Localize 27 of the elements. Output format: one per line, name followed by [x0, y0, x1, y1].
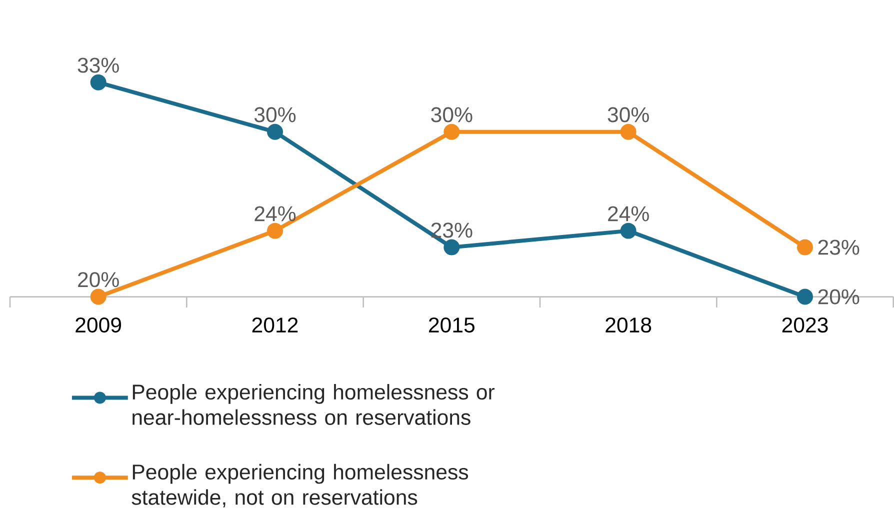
point	[267, 223, 283, 239]
data-label: 23%	[431, 222, 472, 238]
x-tick-label: 2012	[252, 318, 298, 333]
data-label: 33%	[78, 58, 119, 73]
point	[267, 124, 283, 140]
x-tick-label: 2009	[76, 318, 122, 333]
data-label: 30%	[254, 107, 296, 122]
data-label: 20%	[78, 272, 119, 288]
x-tick-label: 2015	[429, 318, 474, 333]
data-label: 30%	[431, 107, 472, 122]
point	[620, 124, 636, 140]
legend-label: People experiencing homelessness or near-homelessness on reservations	[132, 384, 495, 426]
point	[797, 239, 813, 256]
data-label: 30%	[608, 107, 649, 122]
x-tick-label: 2023	[782, 318, 828, 333]
data-label: 20%	[818, 289, 860, 305]
data-label: 24%	[254, 206, 296, 222]
point	[444, 239, 460, 256]
point	[90, 74, 106, 91]
point	[90, 288, 106, 305]
data-label: 23%	[818, 240, 860, 256]
legend-label: People experiencing homelessness statewide, not on reservations	[132, 464, 468, 508]
point	[620, 223, 636, 239]
data-label: 24%	[608, 206, 649, 222]
x-tick-label: 2018	[606, 318, 652, 333]
point	[444, 124, 460, 140]
point	[797, 288, 813, 305]
